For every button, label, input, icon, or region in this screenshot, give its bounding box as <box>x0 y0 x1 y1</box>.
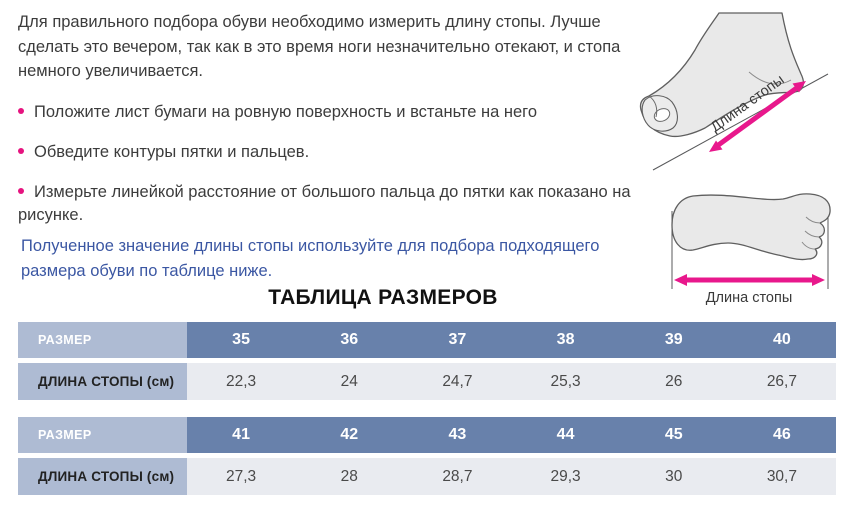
length-value-cell: 30 <box>619 458 728 495</box>
length-value-cell: 29,3 <box>511 458 620 495</box>
bullet-icon <box>18 107 24 114</box>
measure-step-1: Положите лист бумаги на ровную поверхнос… <box>18 101 642 124</box>
measure-step-3: Измерьте линейкой расстояние от большого… <box>18 181 642 227</box>
size-cell: 36 <box>295 322 404 358</box>
length-value-cell: 24 <box>295 363 404 400</box>
length-row-label: ДЛИНА СТОПЫ (см) <box>18 363 187 400</box>
instructions-column: Для правильного подбора обуви необходимо… <box>18 0 642 284</box>
measure-arrow <box>709 81 806 152</box>
intro-text: Для правильного подбора обуви необходимо… <box>18 13 621 80</box>
bullet-icon <box>18 147 24 154</box>
step-text: Обведите контуры пятки и пальцев. <box>34 142 310 161</box>
length-row-label: ДЛИНА СТОПЫ (см) <box>18 458 187 495</box>
length-value-cell: 24,7 <box>403 363 512 400</box>
toenail-shape <box>653 108 671 122</box>
measure-step-2: Обведите контуры пятки и пальцев. <box>18 141 642 164</box>
note-text: Полученное значение длины стопы использу… <box>21 236 600 280</box>
toe-crease-line <box>648 95 658 118</box>
bullet-icon <box>18 187 24 194</box>
size-table-1: РАЗМЕР 35 36 37 38 39 40 ДЛИНА СТОПЫ (см… <box>18 322 836 400</box>
size-cell: 43 <box>403 417 512 453</box>
size-cell: 41 <box>187 417 296 453</box>
length-value-cell: 25,3 <box>511 363 620 400</box>
size-cell: 44 <box>511 417 620 453</box>
size-table-title: ТАБЛИЦА РАЗМЕРОВ <box>268 286 498 309</box>
length-value-cell: 26,7 <box>727 363 836 400</box>
length-value-cell: 30,7 <box>727 458 836 495</box>
measure-arrow <box>674 274 825 286</box>
sole-foot-illustration: Длина стопы <box>671 193 831 306</box>
length-value-cell: 28,7 <box>403 458 512 495</box>
size-cell: 38 <box>511 322 620 358</box>
length-value-cell: 28 <box>295 458 404 495</box>
size-cell: 35 <box>187 322 296 358</box>
toe-separation-lines <box>801 216 821 250</box>
size-cell: 39 <box>619 322 728 358</box>
size-cell: 37 <box>403 322 512 358</box>
size-cell: 45 <box>619 417 728 453</box>
side-foot-illustration: Длина стопы <box>639 12 829 171</box>
measure-label: Длина стопы <box>706 290 793 306</box>
length-value-cell: 26 <box>619 363 728 400</box>
foot-sole-shape <box>671 193 831 261</box>
size-row-label: РАЗМЕР <box>18 322 187 358</box>
length-value-cell: 27,3 <box>187 458 296 495</box>
size-cell: 46 <box>727 417 836 453</box>
size-cell: 42 <box>295 417 404 453</box>
step-text: Положите лист бумаги на ровную поверхнос… <box>34 102 538 121</box>
length-value-cell: 22,3 <box>187 363 296 400</box>
step-text: Измерьте линейкой расстояние от большого… <box>18 182 631 224</box>
size-cell: 40 <box>727 322 836 358</box>
size-table-2: РАЗМЕР 41 42 43 44 45 46 ДЛИНА СТОПЫ (см… <box>18 417 836 495</box>
ankle-contour-line <box>748 71 792 85</box>
size-row-label: РАЗМЕР <box>18 417 187 453</box>
